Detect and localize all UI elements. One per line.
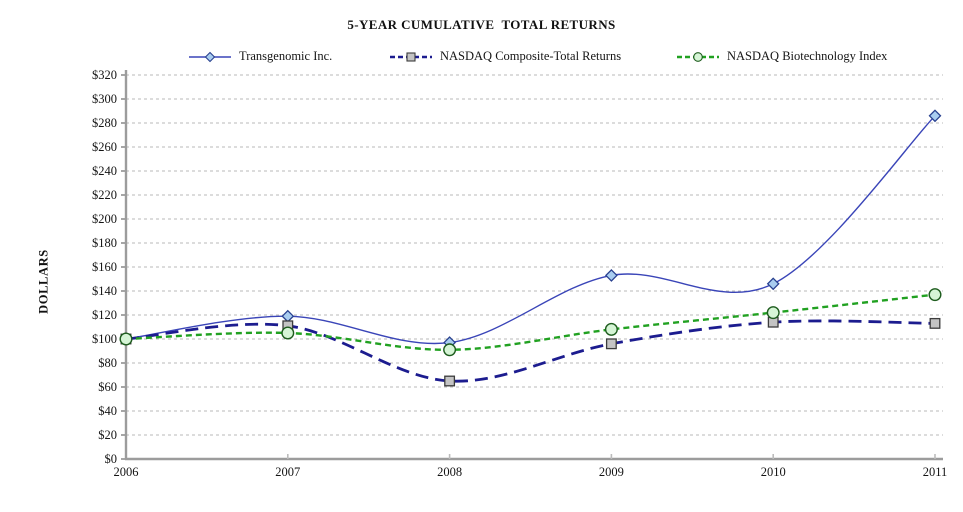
svg-text:2006: 2006	[114, 465, 139, 479]
svg-text:$140: $140	[92, 284, 117, 298]
svg-text:$160: $160	[92, 260, 117, 274]
diamond-line-marker-icon	[189, 51, 231, 62]
svg-text:$100: $100	[92, 332, 117, 346]
legend-item-transgenomic: Transgenomic Inc.	[188, 49, 332, 64]
svg-text:2007: 2007	[275, 465, 300, 479]
chart-title: 5-YEAR CUMULATIVE TOTAL RETURNS	[347, 17, 616, 32]
svg-text:$300: $300	[92, 92, 117, 106]
svg-text:$60: $60	[98, 380, 117, 394]
svg-text:$200: $200	[92, 212, 117, 226]
svg-text:$0: $0	[105, 452, 118, 466]
svg-text:$80: $80	[98, 356, 117, 370]
svg-text:$260: $260	[92, 140, 117, 154]
svg-text:$40: $40	[98, 404, 117, 418]
svg-text:2011: 2011	[923, 465, 948, 479]
svg-text:$320: $320	[92, 68, 117, 82]
legend-item-nasdaq-composite: NASDAQ Composite-Total Returns	[389, 49, 621, 64]
svg-text:2009: 2009	[599, 465, 624, 479]
svg-text:$220: $220	[92, 188, 117, 202]
svg-text:$180: $180	[92, 236, 117, 250]
legend-item-nasdaq-biotech: NASDAQ Biotechnology Index	[676, 49, 887, 64]
svg-text:2008: 2008	[437, 465, 462, 479]
legend-label-transgenomic: Transgenomic Inc.	[239, 49, 333, 63]
svg-text:$20: $20	[98, 428, 117, 442]
legend-label-nasdaq-composite: NASDAQ Composite-Total Returns	[440, 49, 622, 63]
svg-text:$280: $280	[92, 116, 117, 130]
legend-label-nasdaq-biotech: NASDAQ Biotechnology Index	[727, 49, 888, 63]
svg-text:$240: $240	[92, 164, 117, 178]
circle-line-marker-icon	[677, 51, 719, 62]
svg-text:$120: $120	[92, 308, 117, 322]
square-line-marker-icon	[390, 51, 432, 62]
svg-text:2010: 2010	[761, 465, 786, 479]
